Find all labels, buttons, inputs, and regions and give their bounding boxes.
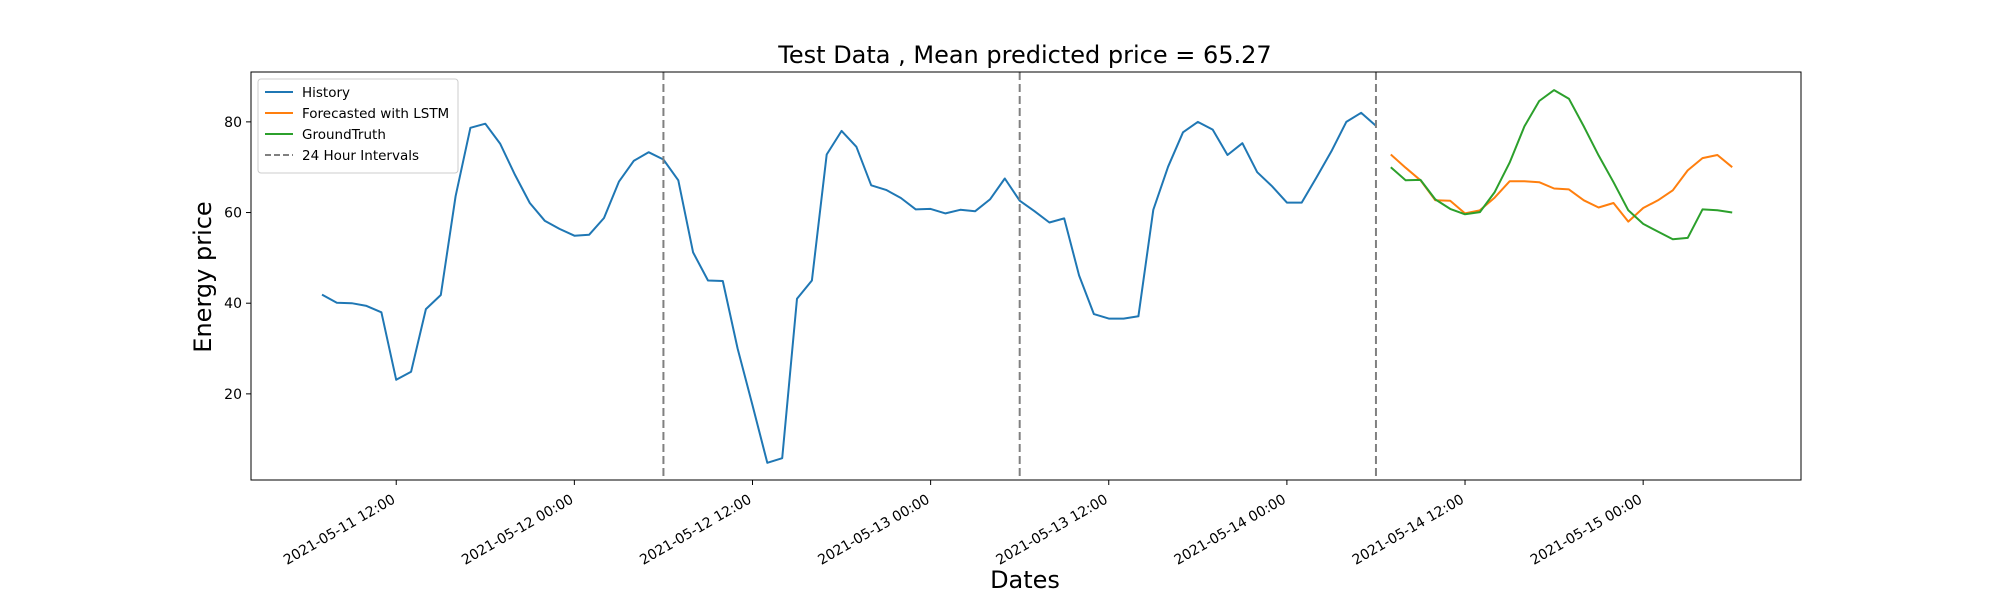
x-tick-label: 2021-05-11 12:00 xyxy=(281,492,398,569)
y-tick-label: 60 xyxy=(224,206,242,222)
legend: History Forecasted with LSTM GroundTruth 24… xyxy=(257,78,459,174)
legend-label: 24 Hour Intervals xyxy=(302,148,419,164)
legend-label: Forecasted with LSTM xyxy=(302,106,449,122)
plot-area-frame xyxy=(250,71,1802,481)
legend-label: History xyxy=(302,85,350,101)
legend-box xyxy=(257,78,459,174)
y-tick-label: 80 xyxy=(224,115,242,131)
series-line-groundtruth xyxy=(1390,89,1733,241)
x-tick-label: 2021-05-12 00:00 xyxy=(459,492,576,569)
x-tick-label: 2021-05-12 12:00 xyxy=(637,492,754,569)
x-tick-label: 2021-05-14 12:00 xyxy=(1350,492,1467,569)
y-tick-label: 40 xyxy=(224,296,242,312)
series-line-forecasted-with-lstm xyxy=(1390,153,1733,223)
legend-label: GroundTruth xyxy=(302,127,386,143)
y-axis-label: Energy price xyxy=(189,201,217,352)
x-axis-label: Dates xyxy=(990,566,1060,594)
chart-title: Test Data , Mean predicted price = 65.27 xyxy=(777,41,1271,69)
series-line-history xyxy=(321,111,1377,464)
x-tick-label: 2021-05-14 00:00 xyxy=(1172,492,1289,569)
x-tick-label: 2021-05-13 00:00 xyxy=(815,492,932,569)
x-tick-label: 2021-05-13 12:00 xyxy=(993,492,1110,569)
x-tick-label: 2021-05-15 00:00 xyxy=(1528,492,1645,569)
y-tick-label: 20 xyxy=(224,387,242,403)
